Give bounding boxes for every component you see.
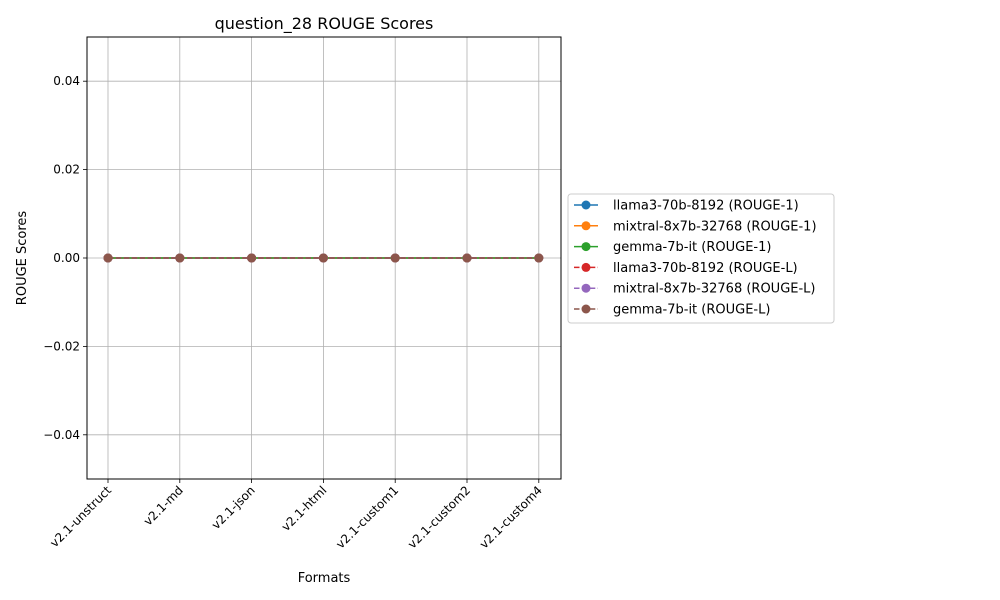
data-point	[175, 253, 185, 263]
legend-entry-4: llama3-70b-8192 (ROUGE-L)	[574, 261, 798, 276]
data-point	[390, 253, 400, 263]
legend-marker	[581, 283, 591, 293]
series-layer	[103, 253, 544, 263]
data-point	[462, 253, 472, 263]
legend-entry-6: gemma-7b-it (ROUGE-L)	[574, 303, 770, 318]
legend-label: llama3-70b-8192 (ROUGE-1)	[613, 199, 799, 214]
y-tick-label: 0.02	[53, 163, 80, 177]
chart-title: question_28 ROUGE Scores	[215, 14, 434, 34]
legend-entry-1: llama3-70b-8192 (ROUGE-1)	[574, 199, 799, 214]
x-axis-label: Formats	[298, 571, 351, 586]
y-tick-label: −0.04	[43, 428, 80, 442]
legend-entry-2: mixtral-8x7b-32768 (ROUGE-1)	[574, 219, 817, 234]
y-tick-label: 0.00	[53, 251, 80, 265]
legend-label: llama3-70b-8192 (ROUGE-L)	[613, 261, 798, 276]
legend-marker	[581, 262, 591, 272]
legend-marker	[581, 221, 591, 231]
legend-marker	[581, 304, 591, 314]
legend-frame	[567, 193, 835, 324]
legend-label: gemma-7b-it (ROUGE-1)	[613, 240, 771, 255]
legend-marker	[581, 200, 591, 210]
legend-label: gemma-7b-it (ROUGE-L)	[613, 303, 770, 318]
y-tick-label: 0.04	[53, 74, 80, 88]
data-point	[103, 253, 113, 263]
legend-label: mixtral-8x7b-32768 (ROUGE-L)	[613, 282, 816, 297]
data-point	[247, 253, 257, 263]
series-6	[103, 253, 544, 263]
legend-entry-3: gemma-7b-it (ROUGE-1)	[574, 240, 771, 255]
legend-marker	[581, 242, 591, 252]
legend-entry-5: mixtral-8x7b-32768 (ROUGE-L)	[574, 282, 816, 297]
data-point	[318, 253, 328, 263]
y-tick-label: −0.02	[43, 339, 80, 353]
legend: llama3-70b-8192 (ROUGE-1) mixtral-8x7b-32…	[567, 193, 835, 324]
legend-label: mixtral-8x7b-32768 (ROUGE-1)	[613, 219, 817, 234]
y-axis-label: ROUGE Scores	[15, 211, 30, 306]
data-point	[534, 253, 544, 263]
